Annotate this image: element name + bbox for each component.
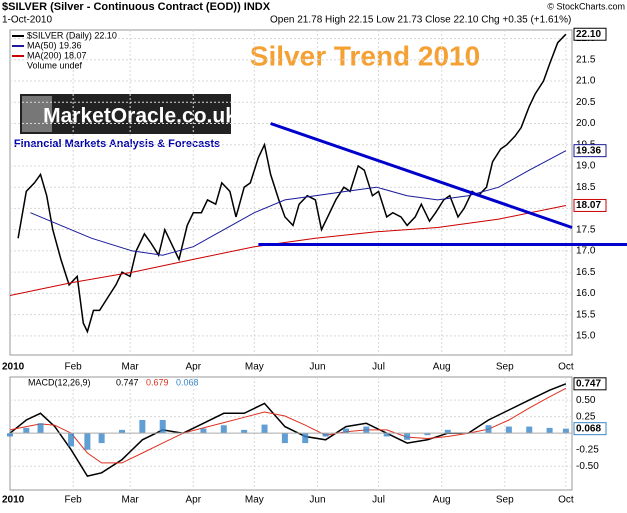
legend-label: 0.679 bbox=[146, 377, 169, 387]
date: 1-Oct-2010 bbox=[2, 15, 52, 26]
histogram-bar bbox=[23, 427, 30, 434]
series-line bbox=[9, 205, 566, 296]
symbol: $SILVER (Silver - Continuous Contract (E… bbox=[2, 1, 271, 13]
histogram-bar bbox=[546, 427, 553, 434]
x-tick-label: Feb bbox=[65, 362, 83, 373]
histogram-bar bbox=[261, 424, 268, 434]
y-tick-label: 20.5 bbox=[576, 97, 596, 108]
last-value-label: 0.747 bbox=[576, 378, 601, 389]
legend-label: 0.747 bbox=[116, 377, 139, 387]
y-tick-label: 20.0 bbox=[576, 118, 596, 129]
series-line bbox=[9, 387, 567, 464]
x-tick-label: Sep bbox=[496, 495, 514, 506]
last-value-box bbox=[573, 377, 607, 391]
histogram-bar bbox=[505, 426, 512, 434]
histogram-bar bbox=[118, 429, 125, 434]
x-tick-label: May bbox=[245, 495, 264, 506]
histogram-bar bbox=[404, 433, 411, 440]
x-tick-label: Aug bbox=[433, 495, 451, 506]
y-tick-label: 15.0 bbox=[576, 331, 596, 342]
x-tick-label: Jun bbox=[309, 362, 325, 373]
histogram-bar bbox=[241, 429, 248, 434]
histogram-bar bbox=[139, 419, 146, 434]
year-label: 2010 bbox=[2, 362, 25, 373]
y-tick-label: 21.0 bbox=[576, 76, 596, 87]
histogram-bar bbox=[159, 419, 166, 434]
y-tick-label: 21.5 bbox=[576, 54, 596, 65]
histogram-bar bbox=[281, 433, 288, 444]
x-tick-label: Mar bbox=[122, 495, 140, 506]
x-tick-label: Mar bbox=[122, 362, 140, 373]
last-value-box bbox=[573, 27, 607, 41]
histogram-bar bbox=[383, 433, 390, 437]
legend-label: $SILVER (Daily) 22.10 bbox=[27, 30, 117, 40]
histogram-bar bbox=[363, 426, 370, 434]
last-value-label: 22.10 bbox=[576, 29, 601, 40]
chart-title: Silver Trend 2010 bbox=[250, 40, 480, 71]
logo-tagline: Financial Markets Analysis & Forecasts bbox=[14, 138, 220, 150]
y-tick-label: 17.5 bbox=[576, 224, 596, 235]
price-panel bbox=[9, 29, 573, 356]
histogram-bar bbox=[485, 425, 492, 434]
last-value-box bbox=[573, 198, 607, 212]
histogram-bar bbox=[444, 429, 451, 434]
histogram-bar bbox=[322, 433, 329, 437]
legend-label: MACD(12,26,9) bbox=[28, 377, 91, 387]
x-tick-label: Oct bbox=[558, 495, 574, 506]
x-tick-label: Apr bbox=[185, 495, 201, 506]
quote: Open 21.78 High 22.15 Low 21.73 Close 22… bbox=[270, 15, 571, 26]
histogram-bar bbox=[342, 428, 349, 434]
x-tick-label: Aug bbox=[433, 362, 451, 373]
y-tick-label: 16.5 bbox=[576, 267, 596, 278]
last-value-box bbox=[573, 422, 607, 436]
x-tick-label: Jun bbox=[309, 495, 325, 506]
legend-label: MA(50) 19.36 bbox=[27, 40, 82, 50]
x-tick-label: Jul bbox=[372, 495, 385, 506]
histogram-bar bbox=[7, 433, 13, 437]
logo-name: MarketOracle.co.uk bbox=[43, 105, 237, 128]
y-tick-label: 17.0 bbox=[576, 246, 596, 257]
last-value-label: 19.36 bbox=[576, 145, 601, 156]
last-value-label: 18.07 bbox=[576, 200, 601, 211]
y-tick-label: -0.50 bbox=[576, 461, 599, 472]
histogram-bar bbox=[84, 433, 91, 450]
y-tick-label: 16.0 bbox=[576, 288, 596, 299]
histogram-bar bbox=[220, 425, 227, 434]
series-line bbox=[17, 33, 567, 334]
x-tick-label: Feb bbox=[65, 495, 83, 506]
histogram-bar bbox=[98, 433, 105, 444]
x-tick-label: May bbox=[245, 362, 264, 373]
trend-line bbox=[270, 122, 573, 229]
histogram-bar bbox=[562, 428, 569, 434]
legend-label: 0.068 bbox=[176, 377, 199, 387]
legend-label: MA(200) 18.07 bbox=[27, 50, 87, 60]
last-value-box bbox=[573, 144, 607, 158]
y-tick-label: 18.5 bbox=[576, 182, 596, 193]
histogram-bar bbox=[424, 433, 431, 436]
x-tick-label: Apr bbox=[185, 362, 201, 373]
y-tick-label: 0.50 bbox=[576, 395, 596, 406]
logo-box bbox=[20, 94, 231, 134]
x-tick-label: Oct bbox=[558, 362, 574, 373]
year-label: 2010 bbox=[2, 495, 25, 506]
histogram-bar bbox=[37, 423, 44, 434]
x-tick-label: Jul bbox=[372, 362, 385, 373]
histogram-bar bbox=[200, 428, 207, 434]
series-line bbox=[9, 383, 567, 477]
histogram-bar bbox=[68, 433, 75, 447]
y-tick-label: 19.0 bbox=[576, 161, 596, 172]
last-value-label: 0.068 bbox=[576, 423, 601, 434]
y-tick-label: 0.25 bbox=[576, 411, 596, 422]
credit: © StockCharts.com bbox=[547, 1, 625, 11]
x-tick-label: Sep bbox=[496, 362, 514, 373]
histogram-bar bbox=[302, 433, 309, 444]
y-tick-label: -0.25 bbox=[576, 444, 599, 455]
histogram-bar bbox=[526, 426, 533, 434]
y-tick-label: 15.5 bbox=[576, 309, 596, 320]
legend-label: Volume undef bbox=[27, 60, 83, 70]
